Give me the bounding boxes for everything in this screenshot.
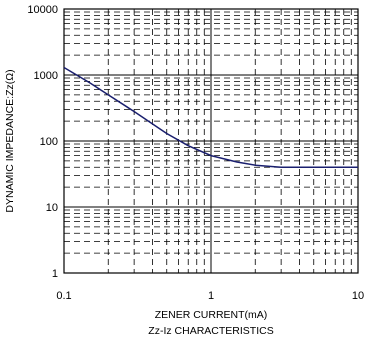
plot-frame — [63, 8, 359, 274]
x-tick-label: 0.1 — [56, 290, 71, 302]
impedance-curve — [63, 66, 358, 169]
y-tick-label: 1000 — [34, 70, 58, 82]
y-tick-label: 1 — [52, 268, 58, 280]
y-tick-labels: 1 10 100 1000 10000 — [27, 4, 58, 280]
y-tick-label: 10000 — [27, 4, 58, 16]
chart-title: Zz-Iz CHARACTERISTICS — [148, 325, 273, 337]
x-tick-label: 10 — [352, 290, 364, 302]
major-grid — [64, 9, 358, 273]
x-axis-label: ZENER CURRENT(mA) — [155, 309, 268, 321]
y-tick-label: 100 — [40, 136, 58, 148]
x-tick-labels: 0.1 1 10 — [56, 290, 364, 302]
y-axis-label: DYNAMIC IMPEDANCE:Zz(Ω) — [4, 69, 16, 212]
x-tick-label: 1 — [208, 290, 214, 302]
y-tick-label: 10 — [46, 202, 58, 214]
